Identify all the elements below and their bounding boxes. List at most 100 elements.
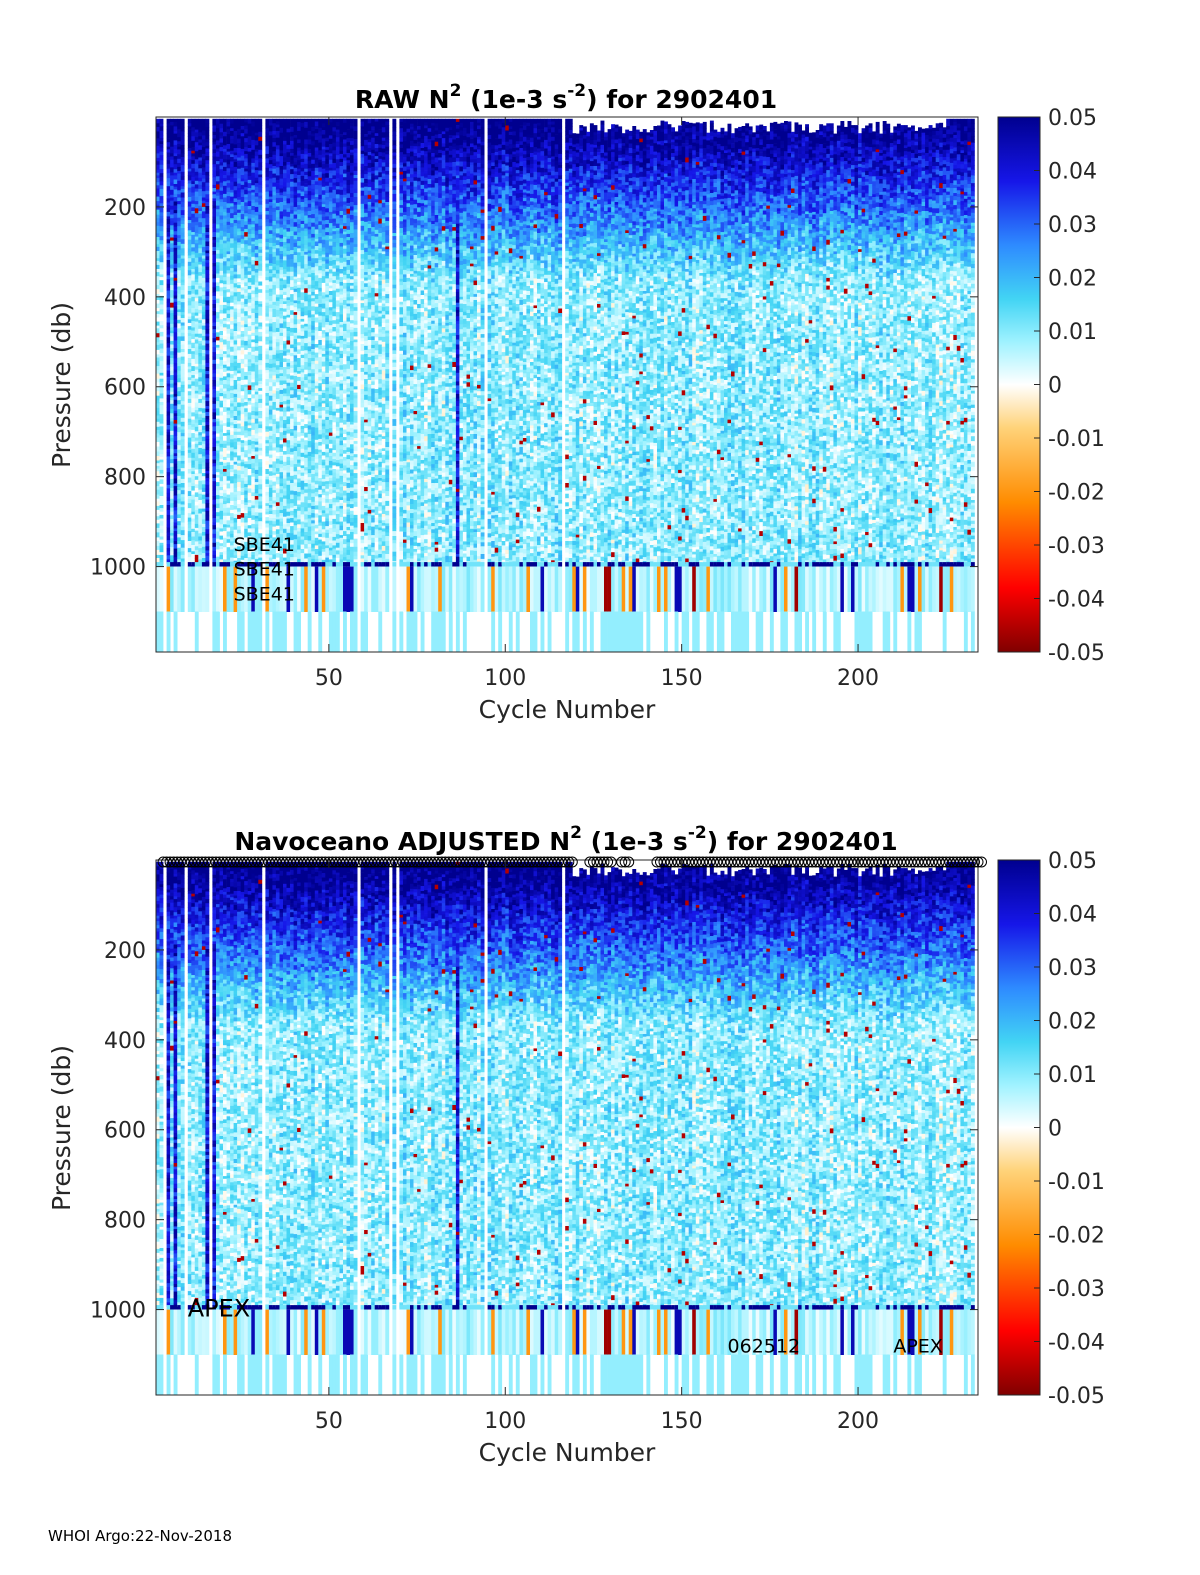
- heatmap-cell: [188, 145, 192, 149]
- heatmap-cell: [160, 207, 164, 212]
- heatmap-cell: [156, 226, 160, 229]
- heatmap-cell: [167, 196, 171, 199]
- heatmap-cell: [156, 119, 160, 124]
- heatmap-cell: [170, 438, 174, 442]
- heatmap-cell: [188, 372, 192, 377]
- heatmap-cell: [174, 227, 178, 232]
- heatmap-cell: [156, 153, 160, 158]
- heatmap-cell: [156, 322, 160, 326]
- heatmap-cell: [156, 447, 160, 452]
- heatmap-cell: [156, 139, 160, 144]
- heatmap-cell: [160, 332, 164, 337]
- heatmap-cell: [167, 202, 171, 205]
- heatmap-cell: [160, 440, 164, 445]
- heatmap-cell: [160, 231, 164, 236]
- heatmap-cell: [181, 131, 185, 135]
- heatmap-cell: [174, 459, 178, 464]
- heatmap-cell: [156, 366, 160, 370]
- heatmap-cell: [181, 488, 185, 491]
- heatmap-cell: [174, 376, 178, 381]
- heatmap-cell: [181, 458, 185, 461]
- heatmap-cell: [170, 358, 174, 361]
- heatmap-cell: [177, 258, 181, 263]
- heatmap-cell: [174, 385, 178, 390]
- heatmap-cell: [188, 447, 192, 450]
- heatmap-cell: [188, 438, 192, 443]
- heatmap-cell: [188, 202, 192, 207]
- heatmap-cell: [170, 538, 174, 543]
- heatmap-cell: [188, 389, 192, 392]
- heatmap-cell: [160, 466, 164, 470]
- heatmap-cell: [181, 183, 185, 187]
- heatmap-cell: [156, 182, 160, 186]
- heatmap-cell: [167, 386, 171, 390]
- heatmap-cell: [170, 153, 174, 157]
- heatmap-cell: [160, 512, 164, 516]
- heatmap-cell: [167, 384, 171, 387]
- heatmap-cell: [156, 158, 160, 162]
- heatmap-cell: [177, 309, 181, 312]
- heatmap-cell: [170, 172, 174, 176]
- heatmap-cell: [167, 562, 171, 567]
- heatmap-cell: [177, 298, 181, 302]
- heatmap-cell: [167, 352, 171, 356]
- heatmap-cell: [181, 215, 185, 218]
- heatmap-cell: [160, 165, 164, 170]
- heatmap-cell: [156, 438, 160, 443]
- heatmap-cell: [188, 399, 192, 403]
- heatmap-cell: [160, 390, 164, 394]
- heatmap-cell: [160, 529, 164, 533]
- heatmap-cell: [177, 537, 181, 541]
- heatmap-cell: [167, 443, 171, 446]
- heatmap-cell: [177, 490, 181, 494]
- heatmap-cell: [160, 457, 164, 460]
- heatmap-cell: [170, 536, 174, 539]
- heatmap-cell: [160, 382, 164, 386]
- heatmap-cell: [188, 463, 192, 466]
- heatmap-cell: [160, 379, 164, 383]
- heatmap-cell: [167, 439, 171, 443]
- heatmap-cell: [177, 514, 181, 518]
- heatmap-cell: [156, 567, 160, 612]
- heatmap-cell: [160, 336, 164, 340]
- heatmap-cell: [170, 364, 174, 367]
- heatmap-cell: [167, 452, 171, 457]
- heatmap-cell: [177, 465, 181, 469]
- heatmap-cell: [170, 281, 174, 286]
- heatmap-cell: [170, 218, 174, 221]
- heatmap-cell: [170, 467, 174, 471]
- heatmap-cell: [160, 487, 164, 492]
- heatmap-cell: [174, 348, 178, 352]
- heatmap-cell: [156, 528, 160, 533]
- heatmap-cell: [181, 381, 185, 385]
- heatmap-cell: [188, 385, 192, 389]
- heatmap-cell: [181, 461, 185, 464]
- heatmap-cell: [188, 295, 192, 299]
- heatmap-cell: [174, 554, 178, 558]
- heatmap-cell: [174, 153, 178, 156]
- heatmap-cell: [174, 557, 178, 561]
- heatmap-cell: [174, 180, 178, 185]
- heatmap-cell: [160, 353, 164, 357]
- heatmap-cell: [156, 135, 160, 139]
- heatmap-cell: [174, 562, 178, 567]
- heatmap-cell: [174, 306, 178, 311]
- heatmap-cell: [167, 476, 171, 481]
- heatmap-cell: [181, 172, 185, 177]
- heatmap-cell: [188, 458, 192, 463]
- heatmap-cell: [156, 387, 160, 391]
- heatmap-cell: [188, 211, 192, 215]
- heatmap-cell: [156, 520, 160, 524]
- heatmap-cell: [160, 141, 164, 144]
- heatmap-cell: [177, 130, 181, 134]
- heatmap-cell: [160, 454, 164, 457]
- heatmap-cell: [174, 449, 178, 453]
- heatmap-cell: [167, 360, 171, 365]
- heatmap-cell: [174, 424, 178, 427]
- heatmap-cell: [174, 126, 178, 131]
- heatmap-cell: [177, 242, 181, 246]
- heatmap-cell: [188, 133, 192, 137]
- heatmap-cell: [160, 212, 164, 216]
- heatmap-cell: [156, 541, 160, 546]
- heatmap-cell: [156, 337, 160, 342]
